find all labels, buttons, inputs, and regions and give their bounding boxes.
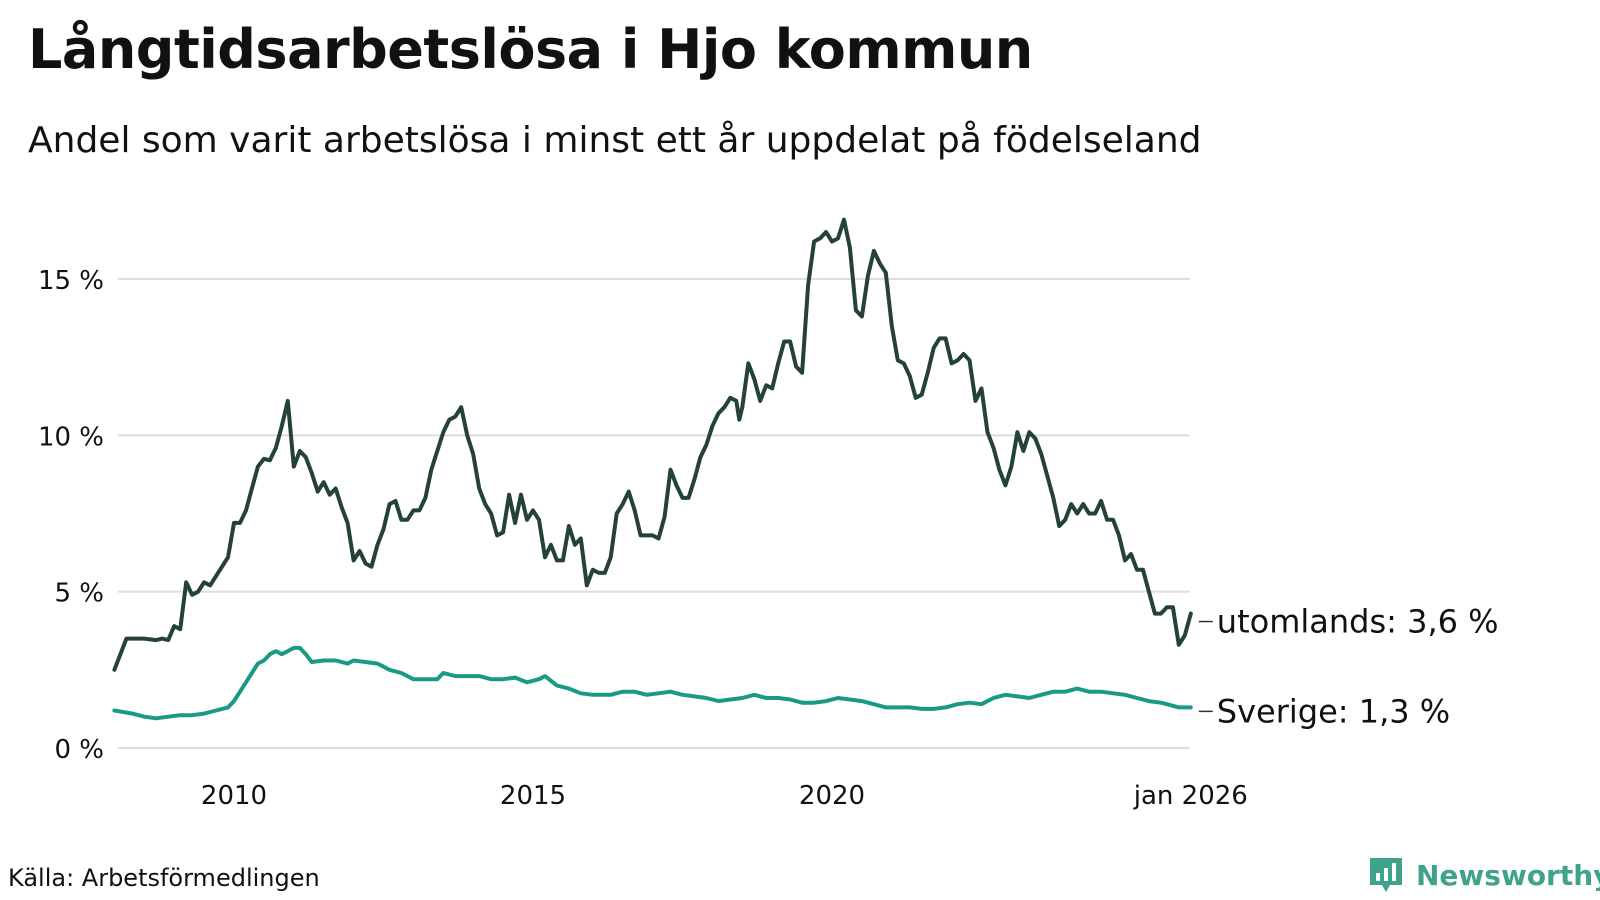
x-tick-label: 2020 [799,781,865,811]
brand-logo: Newsworthy [1368,856,1600,894]
source-note: Källa: Arbetsförmedlingen [8,864,320,892]
y-tick-label: 10 % [38,422,104,452]
y-tick-label: 0 % [54,735,104,765]
y-axis-ticks: 0 % 5 % 10 % 15 % [38,266,104,765]
brand-name: Newsworthy [1416,858,1600,892]
chart-title: Långtidsarbetslösa i Hjo kommun [28,18,1033,81]
series-line-utomlands [112,217,1193,672]
gridlines [118,278,1190,749]
end-label-utomlands: utomlands: 3,6 % [1217,603,1499,641]
x-tick-label: 2015 [500,781,566,811]
series-line-sverige [112,645,1193,721]
y-tick-label: 5 % [54,579,104,609]
newsworthy-icon [1370,858,1402,892]
chart-subtitle: Andel som varit arbetslösa i minst ett å… [28,120,1202,161]
series-lines [112,217,1193,721]
y-tick-label: 15 % [38,266,104,296]
end-label-sverige: Sverige: 1,3 % [1217,692,1450,730]
x-tick-label: jan 2026 [1133,781,1248,811]
x-tick-label: 2010 [201,781,267,811]
x-axis-ticks: 2010 2015 2020 jan 2026 [201,781,1248,811]
series-end-labels: utomlands: 3,6 % Sverige: 1,3 % [1198,603,1499,730]
